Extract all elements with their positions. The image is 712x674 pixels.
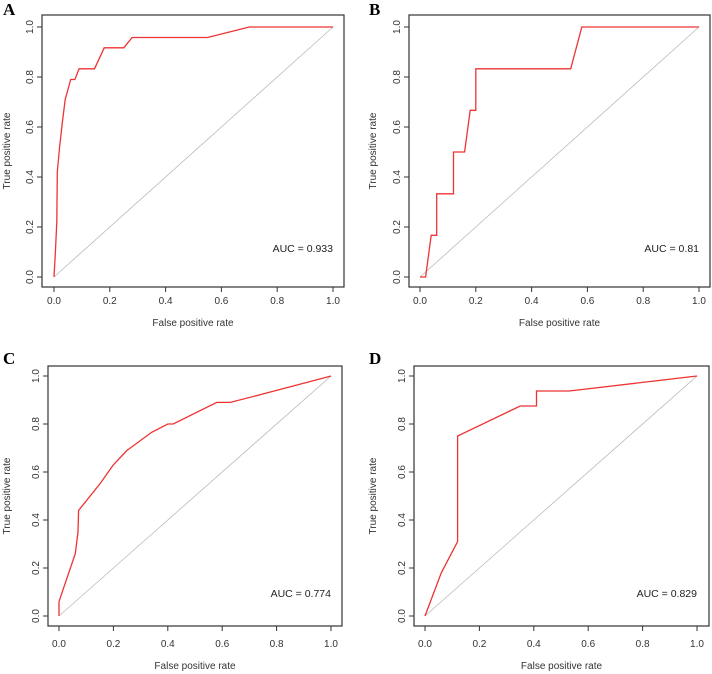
x-tick-label: 0.8 [636, 639, 650, 650]
x-axis-label: False positive rate [521, 661, 603, 672]
x-tick-label: 0.8 [636, 296, 650, 307]
x-tick-label: 0.4 [161, 639, 175, 650]
y-tick-label: 1.0 [392, 20, 403, 34]
plot-frame [47, 365, 343, 627]
auc-annotation: AUC = 0.774 [271, 588, 332, 600]
x-tick-label: 0.2 [469, 296, 483, 307]
roc-curve-line [424, 375, 698, 617]
panel-label: A [3, 0, 16, 19]
x-tick-label: 0.2 [472, 639, 486, 650]
y-tick-label: 0.6 [392, 120, 403, 134]
plot-frame [408, 14, 711, 288]
y-tick-label: 0.2 [392, 220, 403, 234]
y-tick-label: 0.0 [25, 270, 36, 284]
x-tick-label: 0.6 [214, 296, 228, 307]
y-tick-label: 0.8 [397, 417, 408, 431]
y-axis-label: True positive rate [368, 457, 379, 534]
x-tick-label: 0.6 [580, 296, 594, 307]
y-tick-label: 0.2 [25, 220, 36, 234]
x-tick-label: 0.8 [270, 296, 284, 307]
reference-diagonal-line [53, 26, 334, 278]
y-tick-label: 0.8 [392, 70, 403, 84]
x-axis-label: False positive rate [152, 318, 234, 329]
plot-frame [413, 365, 710, 627]
y-axis-label: True positive rate [368, 112, 379, 189]
y-tick-label: 0.0 [397, 609, 408, 623]
x-tick-label: 0.0 [52, 639, 66, 650]
x-tick-label: 1.0 [692, 296, 706, 307]
reference-diagonal-line [58, 375, 332, 617]
y-tick-label: 1.0 [397, 369, 408, 383]
x-tick-label: 0.8 [270, 639, 284, 650]
x-tick-label: 0.0 [413, 296, 427, 307]
reference-diagonal-line [419, 26, 700, 278]
panel-label: B [369, 0, 380, 19]
roc-curve-line [58, 375, 332, 616]
y-tick-label: 0.4 [25, 170, 36, 184]
x-tick-label: 0.0 [47, 296, 61, 307]
y-tick-label: 1.0 [31, 369, 42, 383]
auc-annotation: AUC = 0.81 [644, 243, 699, 255]
x-tick-label: 1.0 [690, 639, 704, 650]
x-tick-label: 0.6 [581, 639, 595, 650]
x-tick-label: 0.2 [106, 639, 120, 650]
plot-frame [41, 14, 345, 288]
panel-label: C [3, 349, 15, 368]
y-tick-label: 0.8 [31, 417, 42, 431]
x-tick-label: 0.0 [418, 639, 432, 650]
x-tick-label: 0.6 [215, 639, 229, 650]
x-tick-label: 0.2 [103, 296, 117, 307]
x-tick-label: 0.4 [525, 296, 539, 307]
y-tick-label: 0.0 [392, 270, 403, 284]
y-tick-label: 0.4 [392, 170, 403, 184]
auc-annotation: AUC = 0.933 [273, 243, 334, 255]
x-axis-label: False positive rate [519, 318, 601, 329]
y-tick-label: 0.6 [397, 465, 408, 479]
x-tick-label: 0.4 [527, 639, 541, 650]
y-tick-label: 0.4 [31, 513, 42, 527]
panel-label: D [369, 349, 381, 368]
y-tick-label: 0.0 [31, 609, 42, 623]
y-tick-label: 0.6 [25, 120, 36, 134]
y-tick-label: 0.4 [397, 513, 408, 527]
y-tick-label: 0.2 [31, 561, 42, 575]
x-tick-label: 0.4 [159, 296, 173, 307]
roc-curve-line [53, 26, 333, 278]
y-tick-label: 0.6 [31, 465, 42, 479]
y-tick-label: 0.2 [397, 561, 408, 575]
y-tick-label: 1.0 [25, 20, 36, 34]
reference-diagonal-line [424, 375, 698, 617]
y-axis-label: True positive rate [2, 457, 13, 534]
x-tick-label: 1.0 [326, 296, 340, 307]
roc-curve-line [420, 26, 699, 278]
auc-annotation: AUC = 0.829 [637, 588, 698, 600]
x-tick-label: 1.0 [324, 639, 338, 650]
y-tick-label: 0.8 [25, 70, 36, 84]
x-axis-label: False positive rate [154, 661, 236, 672]
y-axis-label: True positive rate [2, 112, 13, 189]
